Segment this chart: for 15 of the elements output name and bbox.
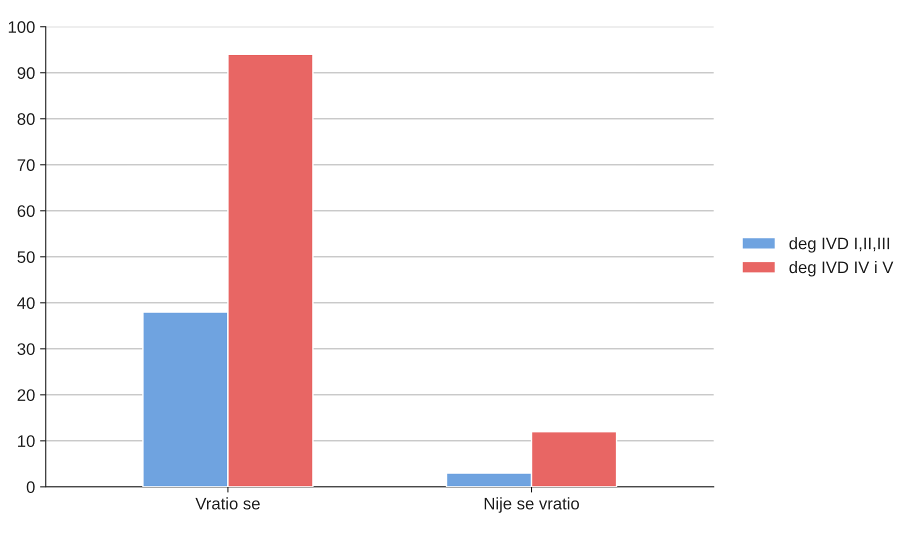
legend-label: deg IVD I,II,III	[789, 237, 890, 253]
x-tick-label: Vratio se	[195, 497, 260, 510]
y-tick-label: 20	[18, 389, 35, 402]
y-tick-label: 80	[18, 113, 35, 125]
y-tick-label: 100	[8, 21, 35, 33]
y-tick-label: 60	[18, 205, 35, 217]
y-tick-label: 30	[17, 343, 35, 356]
y-tick-label: 40	[17, 297, 35, 310]
y-tick-label: 10	[18, 435, 35, 448]
y-tick-label: 0	[26, 481, 35, 494]
y-tick-label: 50	[17, 251, 35, 264]
legend-label: deg IVD IV i V	[789, 260, 894, 277]
x-tick-label: Nije se vratio	[484, 497, 579, 513]
y-tick-label: 70	[18, 159, 35, 171]
y-tick-label: 90	[18, 67, 35, 79]
